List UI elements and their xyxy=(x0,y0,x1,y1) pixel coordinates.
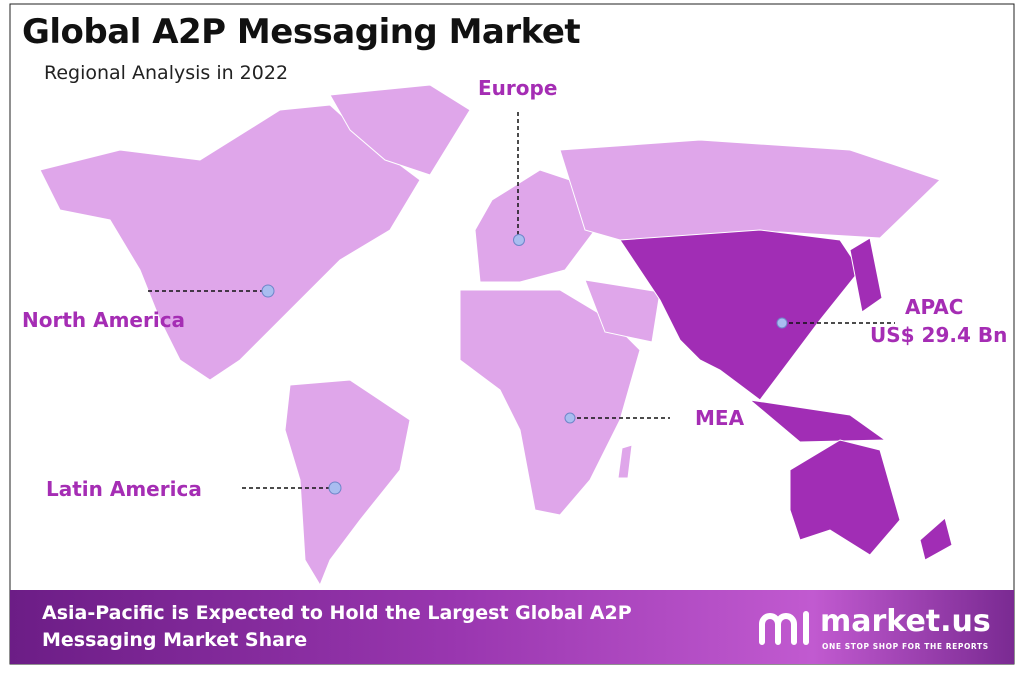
region-label: Europe xyxy=(478,76,558,100)
marker xyxy=(776,317,788,329)
brand-tagline: ONE STOP SHOP FOR THE REPORTS xyxy=(822,642,989,651)
brand-logo xyxy=(759,611,809,645)
region-label: MEA xyxy=(695,406,745,430)
subtitle: Regional Analysis in 2022 xyxy=(44,62,289,84)
south-america xyxy=(284,379,411,587)
logo-shape xyxy=(759,613,797,645)
middle-east xyxy=(584,279,661,343)
australia xyxy=(789,439,901,556)
japan xyxy=(849,237,883,313)
north-asia xyxy=(559,139,941,241)
asia-mainland xyxy=(619,229,861,401)
markers xyxy=(261,234,788,495)
greenland xyxy=(329,84,471,176)
footer-text: Asia-Pacific is Expected to Hold the Lar… xyxy=(42,602,632,651)
region-label: Latin America xyxy=(46,477,202,501)
footer-banner: Asia-Pacific is Expected to Hold the Lar… xyxy=(10,590,1014,664)
marker xyxy=(261,284,275,298)
marker xyxy=(513,234,525,246)
new-zealand xyxy=(919,517,953,561)
region-value: US$ 29.4 Bn xyxy=(870,323,1008,347)
se-asia-islands xyxy=(748,399,887,443)
region-label: APAC xyxy=(905,295,964,319)
region-label: North America xyxy=(22,308,186,332)
marker xyxy=(328,481,342,495)
north-america xyxy=(39,104,421,381)
madagascar xyxy=(617,444,633,479)
apac-region xyxy=(619,229,953,561)
frame xyxy=(9,3,1015,665)
title: Global A2P Messaging Market xyxy=(22,12,581,52)
leader-lines xyxy=(148,112,895,489)
brand-name: market.us xyxy=(820,604,991,639)
marker xyxy=(564,412,576,424)
land xyxy=(39,84,941,587)
